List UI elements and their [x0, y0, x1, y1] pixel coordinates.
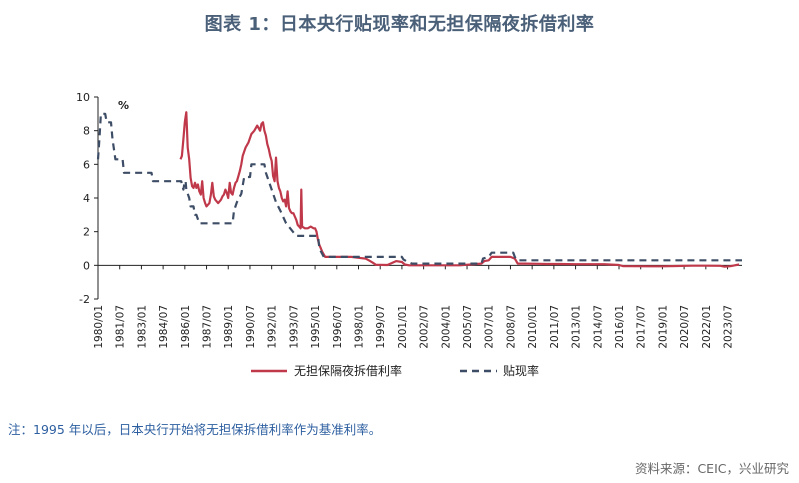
x-tick-label: 1993/07 — [288, 305, 300, 349]
legend-label: 无担保隔夜拆借利率 — [294, 363, 402, 378]
series-line-discount-rate — [96, 112, 742, 265]
x-tick-label: 2014/07 — [592, 305, 604, 349]
x-tick-label: 1996/07 — [332, 305, 344, 349]
x-tick-label: 2008/07 — [505, 305, 517, 349]
x-tick-label: 2016/01 — [614, 305, 626, 349]
x-tick-label: 2023/07 — [723, 305, 735, 349]
x-tick-label: 1980/01 — [93, 305, 105, 349]
x-tick-label: 2013/01 — [571, 305, 583, 349]
x-tick-label: 1983/01 — [136, 305, 148, 349]
x-tick-label: 1989/01 — [223, 305, 235, 349]
x-tick-label: 2020/07 — [679, 305, 691, 349]
x-tick-label: 2010/01 — [527, 305, 539, 349]
x-tick-label: 2001/01 — [397, 305, 409, 349]
x-tick-label: 2007/01 — [484, 305, 496, 349]
y-tick-label: 4 — [83, 192, 90, 205]
x-tick-label: 1981/07 — [115, 305, 127, 349]
series-line-overnight-rate — [179, 111, 740, 268]
x-tick-label: 2011/07 — [549, 305, 561, 349]
x-tick-label: 2019/01 — [657, 305, 669, 349]
x-tick-label: 1990/07 — [245, 305, 257, 349]
y-unit-label: % — [118, 99, 129, 112]
y-tick-label: 0 — [83, 259, 90, 272]
y-tick-label: 2 — [83, 226, 90, 239]
chart-title: 图表 1：日本央行贴现率和无担保隔夜拆借利率 — [204, 14, 595, 35]
footnote: 注：1995 年以后，日本央行开始将无担保拆借利率作为基准利率。 — [8, 422, 382, 437]
source-text: 资料来源：CEIC，兴业研究 — [634, 461, 789, 476]
plot-area: -2 0 2 4 6 8 10% 1980/01 1981/07 1983/01 1984/07 19… — [76, 91, 742, 349]
y-tick-label: 10 — [76, 91, 90, 104]
x-tick-label: 1986/01 — [180, 305, 192, 349]
y-tick-label: -2 — [79, 293, 90, 306]
x-tick-label: 1999/07 — [375, 305, 387, 349]
x-tick-label: 2005/07 — [462, 305, 474, 349]
x-tick-label: 2022/01 — [701, 305, 713, 349]
legend: 无担保隔夜拆借利率 贴现率 — [251, 363, 539, 378]
legend-label: 贴现率 — [503, 363, 539, 378]
x-tick-label: 1998/01 — [353, 305, 365, 349]
line-chart: -2 0 2 4 6 8 10% 1980/01 1981/07 1983/01 1984/07 19… — [76, 91, 742, 378]
x-tick-label: 2017/07 — [636, 305, 648, 349]
y-tick-label: 6 — [83, 158, 90, 171]
x-tick-label: 1984/07 — [158, 305, 170, 349]
x-tick-label: 1995/01 — [310, 305, 322, 349]
y-tick-label: 8 — [83, 125, 90, 138]
x-tick-label: 2002/07 — [419, 305, 431, 349]
x-tick-label: 1992/01 — [267, 305, 279, 349]
x-tick-label: 2004/01 — [440, 305, 452, 349]
x-tick-label: 1987/07 — [202, 305, 214, 349]
